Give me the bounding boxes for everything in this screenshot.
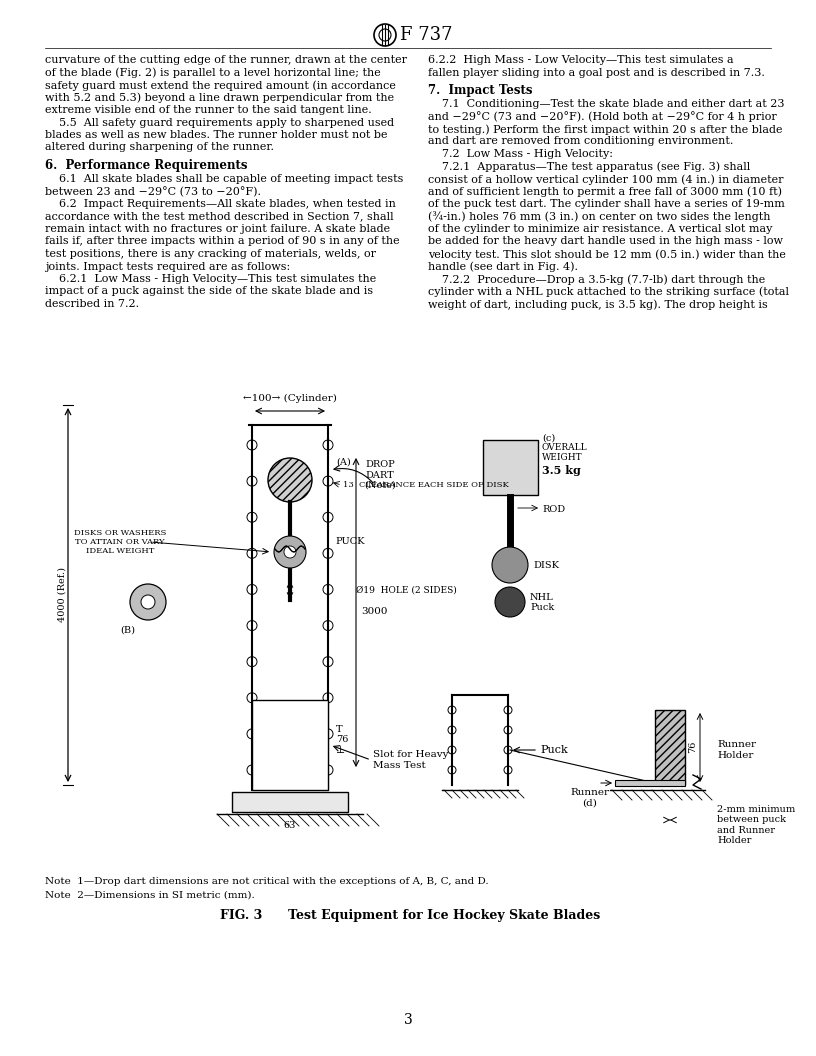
Text: 3.5 kg: 3.5 kg: [542, 465, 581, 475]
Text: 7.2  Low Mass - High Velocity:: 7.2 Low Mass - High Velocity:: [428, 149, 613, 159]
Text: 3: 3: [404, 1013, 412, 1027]
Text: impact of a puck against the side of the skate blade and is: impact of a puck against the side of the…: [45, 286, 373, 297]
Text: 6.2  Impact Requirements—All skate blades, when tested in: 6.2 Impact Requirements—All skate blades…: [45, 199, 396, 209]
Text: consist of a hollow vertical cylinder 100 mm (4 in.) in diameter: consist of a hollow vertical cylinder 10…: [428, 174, 783, 185]
Text: accordance with the test method described in Section 7, shall: accordance with the test method describe…: [45, 211, 393, 222]
Text: OVERALL: OVERALL: [542, 444, 588, 453]
Circle shape: [274, 536, 306, 568]
Text: blades as well as new blades. The runner holder must not be: blades as well as new blades. The runner…: [45, 130, 388, 140]
Text: PUCK: PUCK: [335, 538, 365, 547]
Text: FIG. 3: FIG. 3: [220, 909, 262, 922]
Circle shape: [492, 547, 528, 583]
Text: altered during sharpening of the runner.: altered during sharpening of the runner.: [45, 143, 274, 152]
Text: test positions, there is any cracking of materials, welds, or: test positions, there is any cracking of…: [45, 249, 376, 259]
Text: DISK: DISK: [533, 561, 559, 569]
Text: and of sufficient length to permit a free fall of 3000 mm (10 ft): and of sufficient length to permit a fre…: [428, 187, 782, 197]
Text: Ø19  HOLE (2 SIDES): Ø19 HOLE (2 SIDES): [356, 585, 457, 595]
Text: F 737: F 737: [400, 26, 453, 44]
Text: described in 7.2.: described in 7.2.: [45, 299, 139, 309]
Text: T
76
⊥: T 76 ⊥: [336, 725, 348, 755]
Bar: [655, 710, 685, 785]
Bar: [483, 440, 538, 495]
Text: ←100→ (Cylinder): ←100→ (Cylinder): [243, 394, 337, 403]
Text: Puck: Puck: [540, 744, 568, 755]
Text: Test Equipment for Ice Hockey Skate Blades: Test Equipment for Ice Hockey Skate Blad…: [275, 909, 601, 922]
Text: (¾-in.) holes 76 mm (3 in.) on center on two sides the length: (¾-in.) holes 76 mm (3 in.) on center on…: [428, 211, 770, 222]
Bar: [252, 700, 328, 790]
Text: safety guard must extend the required amount (in accordance: safety guard must extend the required am…: [45, 80, 396, 91]
Text: 3000: 3000: [361, 607, 388, 617]
Text: Slot for Heavy
Mass Test: Slot for Heavy Mass Test: [373, 751, 449, 770]
Text: fails if, after three impacts within a period of 90 s in any of the: fails if, after three impacts within a p…: [45, 237, 400, 246]
Text: 7.2.2  Procedure—Drop a 3.5-kg (7.7-lb) dart through the: 7.2.2 Procedure—Drop a 3.5-kg (7.7-lb) d…: [428, 274, 765, 284]
Text: Runner
Holder: Runner Holder: [717, 740, 756, 759]
Text: and −29°C (73 and −20°F). (Hold both at −29°C for 4 h prior: and −29°C (73 and −20°F). (Hold both at …: [428, 112, 777, 122]
Text: 2-mm minimum
between puck
and Runner
Holder: 2-mm minimum between puck and Runner Hol…: [717, 805, 796, 845]
Text: 13  CLEARANCE EACH SIDE OF DISK: 13 CLEARANCE EACH SIDE OF DISK: [343, 480, 509, 489]
Text: extreme visible end of the runner to the said tangent line.: extreme visible end of the runner to the…: [45, 105, 372, 115]
Text: 7.2.1  Apparatus—The test apparatus (see Fig. 3) shall: 7.2.1 Apparatus—The test apparatus (see …: [428, 162, 750, 172]
Text: weight of dart, including puck, is 3.5 kg). The drop height is: weight of dart, including puck, is 3.5 k…: [428, 299, 768, 309]
Text: 7.  Impact Tests: 7. Impact Tests: [428, 84, 533, 97]
Circle shape: [495, 587, 525, 617]
Text: Note  2—Dimensions in SI metric (mm).: Note 2—Dimensions in SI metric (mm).: [45, 891, 255, 900]
Text: 6.2.2  High Mass - Low Velocity—This test simulates a: 6.2.2 High Mass - Low Velocity—This test…: [428, 55, 734, 65]
Text: (c): (c): [542, 434, 555, 442]
Circle shape: [268, 458, 312, 502]
Text: handle (see dart in Fig. 4).: handle (see dart in Fig. 4).: [428, 262, 578, 272]
Text: NHL: NHL: [530, 593, 554, 603]
Text: curvature of the cutting edge of the runner, drawn at the center: curvature of the cutting edge of the run…: [45, 55, 407, 65]
Text: 63: 63: [284, 822, 296, 830]
Text: Runner
(d): Runner (d): [570, 788, 610, 808]
Text: (A): (A): [336, 457, 351, 467]
Text: fallen player sliding into a goal post and is described in 7.3.: fallen player sliding into a goal post a…: [428, 68, 765, 77]
Text: 6.1  All skate blades shall be capable of meeting impact tests: 6.1 All skate blades shall be capable of…: [45, 174, 403, 184]
Text: of the blade (Fig. 2) is parallel to a level horizontal line; the: of the blade (Fig. 2) is parallel to a l…: [45, 68, 381, 78]
Text: 5.5  All safety guard requirements apply to sharpened used: 5.5 All safety guard requirements apply …: [45, 117, 394, 128]
Text: DROP
DART
(Note): DROP DART (Note): [364, 460, 396, 490]
Text: velocity test. This slot should be 12 mm (0.5 in.) wider than the: velocity test. This slot should be 12 mm…: [428, 249, 786, 260]
Bar: [615, 780, 685, 786]
Text: cylinder with a NHL puck attached to the striking surface (total: cylinder with a NHL puck attached to the…: [428, 286, 789, 297]
Text: DISKS OR WASHERS
TO ATTAIN OR VARY
IDEAL WEIGHT: DISKS OR WASHERS TO ATTAIN OR VARY IDEAL…: [73, 529, 166, 555]
Text: of the puck test dart. The cylinder shall have a series of 19-mm: of the puck test dart. The cylinder shal…: [428, 199, 785, 209]
Text: ROD: ROD: [542, 506, 565, 514]
Text: 76: 76: [688, 741, 697, 753]
Text: Puck: Puck: [530, 603, 554, 612]
Text: joints. Impact tests required are as follows:: joints. Impact tests required are as fol…: [45, 262, 290, 271]
Text: be added for the heavy dart handle used in the high mass - low: be added for the heavy dart handle used …: [428, 237, 783, 246]
Text: remain intact with no fractures or joint failure. A skate blade: remain intact with no fractures or joint…: [45, 224, 390, 234]
Text: (B): (B): [121, 625, 135, 635]
Text: 7.1  Conditioning—Test the skate blade and either dart at 23: 7.1 Conditioning—Test the skate blade an…: [428, 99, 784, 109]
Text: 6.2.1  Low Mass - High Velocity—This test simulates the: 6.2.1 Low Mass - High Velocity—This test…: [45, 274, 376, 284]
Circle shape: [284, 546, 296, 558]
Text: WEIGHT: WEIGHT: [542, 453, 583, 463]
Text: to testing.) Perform the first impact within 20 s after the blade: to testing.) Perform the first impact wi…: [428, 124, 783, 134]
Text: of the cylinder to minimize air resistance. A vertical slot may: of the cylinder to minimize air resistan…: [428, 224, 773, 234]
Text: and dart are removed from conditioning environment.: and dart are removed from conditioning e…: [428, 136, 734, 147]
Text: between 23 and −29°C (73 to −20°F).: between 23 and −29°C (73 to −20°F).: [45, 187, 261, 197]
Text: 4000 (Ref.): 4000 (Ref.): [57, 567, 66, 622]
Circle shape: [141, 595, 155, 609]
Text: Note  1—Drop dart dimensions are not critical with the exceptions of A, B, C, an: Note 1—Drop dart dimensions are not crit…: [45, 876, 489, 886]
Bar: [232, 792, 348, 812]
Text: 6.  Performance Requirements: 6. Performance Requirements: [45, 159, 247, 172]
Circle shape: [130, 584, 166, 620]
Text: with 5.2 and 5.3) beyond a line drawn perpendicular from the: with 5.2 and 5.3) beyond a line drawn pe…: [45, 93, 394, 103]
